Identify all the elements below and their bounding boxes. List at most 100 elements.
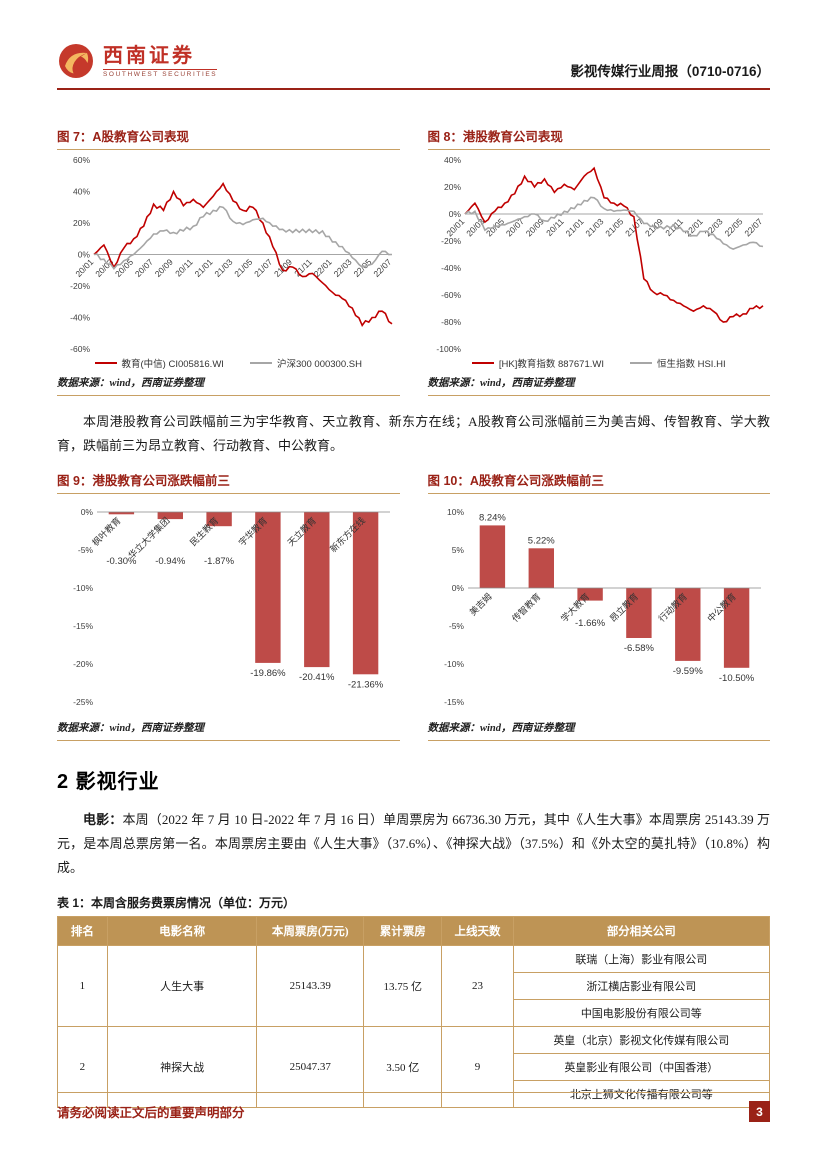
legend-swatch xyxy=(94,361,117,365)
bar-chart-svg: 10%5%0%-5%-10%-15%美吉姆 传智教育 学大教育 昂立教育 行动教育 中公教… xyxy=(444,507,761,707)
total-boxoffice-cell: 13.75 亿 xyxy=(363,945,443,1028)
figure-9-source: 数据来源：wind，西南证券整理 xyxy=(57,716,400,742)
table-header-cell: 部分相关公司 xyxy=(512,916,771,947)
rank-cell: 2 xyxy=(57,1026,108,1109)
legend-swatch xyxy=(471,361,494,365)
logo-mark-icon xyxy=(59,44,93,78)
paragraph-education-summary: 本周港股教育公司跌幅前三为宇华教育、天立教育、新东方在线；A股教育公司涨幅前三为… xyxy=(57,414,770,454)
chart-text: 20/11 xyxy=(544,216,566,238)
chart-text: -10% xyxy=(444,659,464,669)
chart-text: 20% xyxy=(443,182,460,192)
days-online-cell: 9 xyxy=(441,1026,514,1109)
table-row: 浙江横店影业有限公司 xyxy=(58,972,771,1001)
company-cell: 中国电影股份有限公司等 xyxy=(512,999,771,1028)
logo-text: 西南证券 SOUTHWEST SECURITIES xyxy=(103,44,218,78)
company-cell: 英皇影业有限公司（中国香港） xyxy=(512,1053,771,1082)
chart-text: 20/11 xyxy=(173,257,195,279)
line-series-0 xyxy=(93,182,393,328)
figure-8-legend: [HK]教育指数 887671.WI 恒生指数 HSI.HI xyxy=(428,355,771,371)
chart-text: -1.87% xyxy=(204,556,235,567)
line-series-1 xyxy=(464,196,763,250)
chart-text: 0% xyxy=(451,583,464,593)
chart-text: 21/05 xyxy=(232,257,254,279)
table-header-cell: 电影名称 xyxy=(106,916,258,947)
days-online-cell: 23 xyxy=(441,945,514,1028)
figure-8-chart: 40% 20% 0% -20% -40% -60% -80% -100% 20/01 20/03 2… xyxy=(428,150,771,355)
chart-text: -20% xyxy=(441,236,461,246)
chart-text: -15% xyxy=(73,621,93,631)
chart-text: 8.24% xyxy=(478,512,505,523)
rank-cell: 1 xyxy=(57,945,108,1028)
chart-text: 10% xyxy=(446,507,463,517)
chart-text: 22/05 xyxy=(722,216,744,238)
weekly-boxoffice-cell: 25143.39 xyxy=(256,945,365,1028)
chart-text: 0% xyxy=(81,507,94,517)
movie-name-cell: 人生大事 xyxy=(106,945,258,1028)
table-1-body: 1 人生大事 25143.39 13.75 亿 23 联瑞（上海）影业有限公司 浙江横店影业… xyxy=(57,945,771,1109)
legend-item: 恒生指数 HSI.HI xyxy=(629,356,726,370)
bar-1 xyxy=(528,548,554,589)
figure-8-title: 图 8：港股教育公司表现 xyxy=(427,126,770,150)
logo-name-cn: 西南证券 xyxy=(103,44,195,67)
chart-text: 21/03 xyxy=(583,216,605,238)
figure-10-chart: 10% 5% 0% -5% -10% -15% 美吉姆 传智教育 学大教育 昂立教育 行动教育 中公教… xyxy=(428,494,771,716)
figure-8: 图 8：港股教育公司表现 40% 20% 0% -20% -40% -60% -80% -10… xyxy=(427,126,771,396)
chart-text: -15% xyxy=(444,697,464,707)
chart-text: -60% xyxy=(70,344,90,354)
logo-name-en: SOUTHWEST SECURITIES xyxy=(103,68,218,78)
legend-item: [HK]教育指数 887671.WI xyxy=(471,356,604,370)
figure-10-source: 数据来源：wind，西南证券整理 xyxy=(427,716,770,742)
paragraph-movie-body: 本周（2022 年 7 月 10 日-2022 年 7 月 16 日）单周票房为… xyxy=(57,812,770,876)
chart-text: -9.59% xyxy=(672,666,703,677)
chart-text: 华立大学集团 xyxy=(126,515,172,561)
chart-text: -40% xyxy=(441,263,461,273)
chart-text: -20.41% xyxy=(299,672,335,683)
company-cell: 联瑞（上海）影业有限公司 xyxy=(512,945,771,974)
page-footer: 请务必阅读正文后的重要声明部分 3 xyxy=(57,1092,770,1122)
chart-text: -19.86% xyxy=(250,668,286,679)
chart-text: 民生教育 xyxy=(187,515,220,548)
chart-text: -20% xyxy=(70,281,90,291)
legend-swatch xyxy=(629,361,652,365)
figure-7-title: 图 7：A股教育公司表现 xyxy=(57,126,400,150)
figure-10: 图 10：A股教育公司涨跌幅前三 10% 5% 0% -5% -10% -15% 美吉姆 传智… xyxy=(427,470,771,742)
bar-5 xyxy=(723,588,749,668)
table-1: 排名 电影名称 本周票房(万元) 累计票房 上线天数 部分相关公司 1 人生大事 25143.… xyxy=(57,916,771,1109)
legend-item: 教育(中信) CI005816.WI xyxy=(94,356,224,370)
company-logo: 西南证券 SOUTHWEST SECURITIES xyxy=(57,42,218,80)
figure-9-chart: 0% -5% -10% -15% -20% -25% 枫叶教育 华立大学集团 民生教育 宇华教育天… xyxy=(57,494,400,716)
chart-text: -100% xyxy=(436,344,461,354)
bar-5 xyxy=(352,512,379,675)
chart-text: 21/01 xyxy=(192,257,214,279)
line-chart-svg: 60%40%20%0%-20%-40%-60%20/0120/0320/0520… xyxy=(70,155,393,354)
chart-text: 20/01 xyxy=(73,257,95,279)
table-header-cell: 本周票房(万元) xyxy=(256,916,365,947)
bar-0 xyxy=(479,525,505,589)
table-header-row: 排名 电影名称 本周票房(万元) 累计票房 上线天数 部分相关公司 xyxy=(57,916,771,947)
chart-text: -1.66% xyxy=(575,618,606,629)
legend-item: 沪深300 000300.SH xyxy=(249,356,362,370)
legend-label: 恒生指数 HSI.HI xyxy=(656,359,726,370)
table-row: 中国电影股份有限公司等 xyxy=(58,999,771,1028)
chart-text: 21/01 xyxy=(563,216,585,238)
line-series-1 xyxy=(93,205,393,271)
table-row: 2 神探大战 25047.37 3.50 亿 9 英皇（北京）影视文化传媒有限公司 xyxy=(57,1026,771,1109)
legend-label: 沪深300 000300.SH xyxy=(276,359,362,370)
chart-text: 5% xyxy=(451,545,464,555)
chart-text: -0.94% xyxy=(155,556,186,567)
chart-text: 传智教育 xyxy=(509,591,542,624)
total-boxoffice-cell: 3.50 亿 xyxy=(363,1026,443,1109)
bar-1 xyxy=(157,512,183,520)
figures-row-1: 图 7：A股教育公司表现 60% 40% 20% 0% -20% -40% -60% 20/0… xyxy=(57,126,770,396)
chart-text: 22/03 xyxy=(332,257,354,279)
paragraph-movie: 电影：本周（2022 年 7 月 10 日-2022 年 7 月 16 日）单周… xyxy=(57,808,770,880)
chart-text: 20/07 xyxy=(503,216,525,238)
chart-text: 0% xyxy=(448,209,461,219)
table-header-cell: 上线天数 xyxy=(441,916,514,947)
table-header-cell: 排名 xyxy=(57,916,108,947)
chart-text: 21/09 xyxy=(272,257,294,279)
chart-text: -40% xyxy=(70,313,90,323)
chart-text: -25% xyxy=(73,697,93,707)
chart-text: -21.36% xyxy=(348,679,384,690)
bar-0 xyxy=(108,512,135,515)
